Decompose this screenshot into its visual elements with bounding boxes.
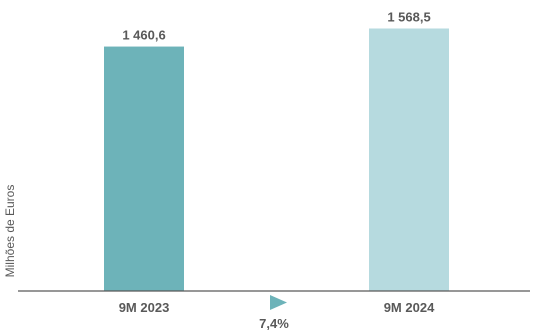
- growth-annotation: 7,4%: [259, 295, 289, 331]
- value-label-1: 1 460,6: [122, 28, 165, 43]
- bars-group: 1 460,6 1 568,5: [104, 10, 449, 291]
- growth-label: 7,4%: [259, 316, 289, 331]
- value-label-2: 1 568,5: [387, 10, 430, 25]
- bar-2: [369, 28, 449, 291]
- x-tick-label-2: 9M 2024: [384, 300, 435, 315]
- right-triangle-icon: [270, 295, 287, 310]
- x-tick-label-1: 9M 2023: [119, 300, 170, 315]
- y-axis-label: Milhões de Euros: [3, 185, 17, 278]
- x-tick-labels: 9M 2023 9M 2024: [119, 300, 435, 315]
- bar-1: [104, 46, 184, 291]
